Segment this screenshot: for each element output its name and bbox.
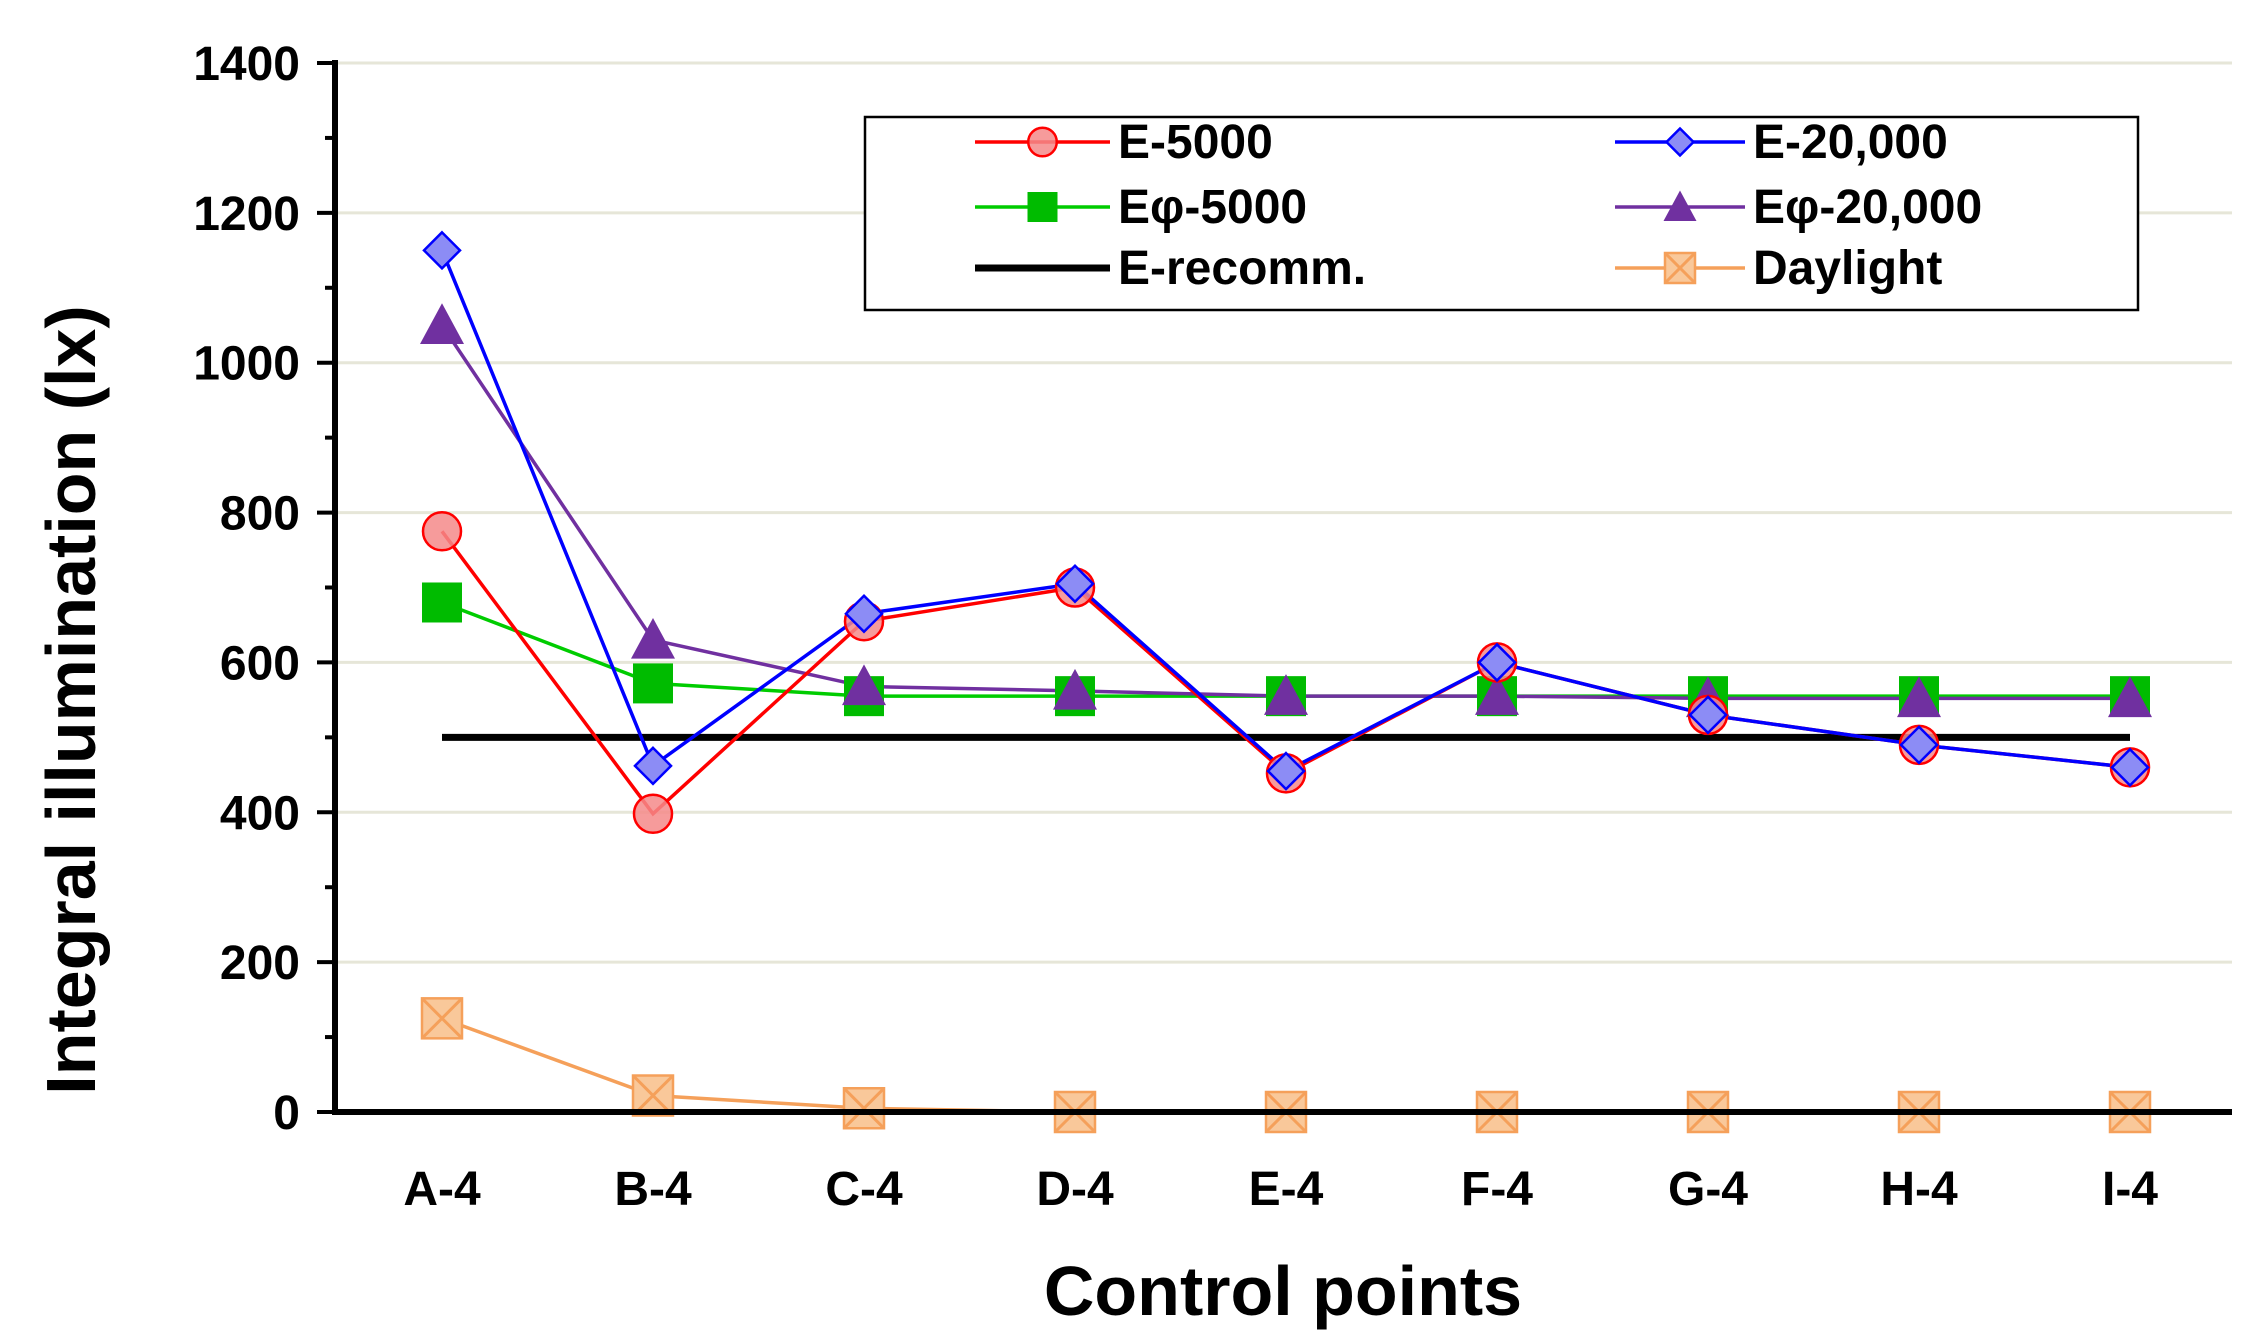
x-ticks: A-4 B-4 C-4 D-4 E-4 F-4 G-4 H-4 I-4 — [403, 1163, 2158, 1216]
legend-item-1-marker — [1664, 126, 1696, 158]
legend-item-5-marker-cross-b — [1663, 251, 1697, 285]
y-tick-label: 200 — [220, 937, 300, 990]
legend-item-5-label: Daylight — [1753, 242, 1942, 295]
x-axis-title: Control points — [1044, 1252, 1522, 1330]
series-5-point-cross-b — [842, 1087, 886, 1130]
legend-item-3-marker — [1663, 190, 1697, 222]
series-1-point — [844, 593, 884, 634]
series-1-point — [1055, 563, 1095, 604]
y-tick-label: 1000 — [193, 338, 300, 391]
series-1-point — [633, 746, 673, 786]
series-5-point-cross-b — [420, 997, 464, 1040]
x-tick-label: E-4 — [1249, 1163, 1324, 1216]
series-5-point — [842, 1087, 886, 1130]
series-5-point-cross-b — [631, 1074, 675, 1117]
y-axis-title: Integral illumination (lx) — [32, 305, 110, 1094]
series-0-point — [632, 793, 674, 835]
legend-item-0-marker — [1027, 126, 1058, 158]
series-5-point — [420, 997, 464, 1040]
series-3-point — [1897, 676, 1941, 718]
series-1-point — [1899, 725, 1939, 765]
x-tick-label: H-4 — [1880, 1163, 1958, 1216]
legend-item-2-label: Eφ-5000 — [1118, 181, 1307, 234]
legend-item-5-marker — [1663, 251, 1697, 285]
x-tick-label: C-4 — [825, 1163, 903, 1216]
legend: E-5000 E-20,000 Eφ-5000 Eφ-20,000 E-recomm. D… — [863, 115, 2140, 312]
legend-item-0-label: E-5000 — [1118, 116, 1273, 169]
legend-item-1-label: E-20,000 — [1753, 116, 1948, 169]
series-markers — [420, 230, 2152, 1134]
series-3-point — [1053, 668, 1097, 710]
series-5-point — [631, 1074, 675, 1117]
series-3-point — [1475, 674, 1519, 715]
series-3-point — [420, 303, 464, 344]
series-1-point — [1266, 751, 1306, 791]
legend-item-4-label: E-recomm. — [1118, 242, 1366, 295]
x-tick-label: D-4 — [1036, 1163, 1114, 1216]
y-tick-label: 1200 — [193, 188, 300, 241]
series-3-point — [2108, 676, 2152, 718]
series-1-point — [1688, 695, 1728, 735]
y-ticks: 0 200 400 600 800 1000 1200 1400 — [193, 38, 335, 1140]
legend-item-3-label: Eφ-20,000 — [1753, 181, 1982, 234]
series-1-point — [1477, 642, 1517, 683]
y-tick-label: 0 — [273, 1087, 300, 1140]
x-tick-label: A-4 — [403, 1163, 481, 1216]
series-2-point — [422, 582, 462, 623]
x-tick-label: B-4 — [614, 1163, 692, 1216]
series-1-point — [2110, 747, 2150, 788]
legend-box — [863, 115, 2140, 312]
x-tick-label: F-4 — [1461, 1163, 1533, 1216]
x-tick-label: I-4 — [2102, 1163, 2158, 1216]
series-0-point — [421, 511, 463, 552]
series-3-point — [1264, 674, 1308, 715]
series-2-point — [633, 663, 673, 704]
series-3-point — [631, 617, 675, 659]
series-3-point — [842, 664, 886, 706]
x-tick-label: G-4 — [1668, 1163, 1748, 1216]
y-tick-label: 400 — [220, 787, 300, 840]
y-tick-label: 1400 — [193, 38, 300, 91]
series-1-point — [422, 230, 462, 271]
y-tick-label: 800 — [220, 488, 300, 541]
y-tick-label: 600 — [220, 637, 300, 690]
legend-item-2-marker — [1027, 192, 1058, 222]
